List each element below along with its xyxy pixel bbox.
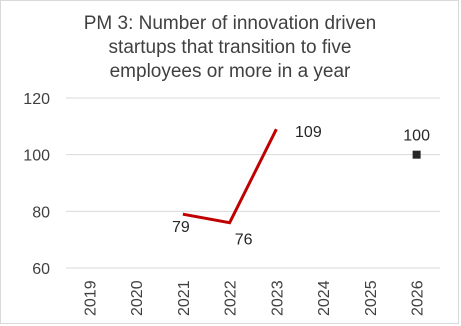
- x-tick-label-2020: 2020: [129, 280, 146, 316]
- y-axis-ticks: 60 80 100 120: [23, 91, 50, 278]
- y-tick-label-100: 100: [23, 148, 50, 165]
- series-group: [182, 128, 421, 225]
- chart-title-line-1: PM 3: Number of innovation driven: [83, 13, 377, 34]
- gridlines: [66, 97, 440, 269]
- x-tick-label-2019: 2019: [82, 280, 99, 316]
- x-axis-ticks: 2019 2020 2021 2022 2023 2024 2025 2026: [82, 280, 426, 316]
- data-label-2023: 109: [295, 124, 322, 141]
- x-tick-label-2022: 2022: [223, 280, 240, 316]
- x-tick-label-2025: 2025: [363, 280, 380, 316]
- chart-title-line-2: startups that transition to five: [108, 37, 352, 58]
- data-label-2022: 76: [235, 232, 253, 249]
- y-tick-label-120: 120: [23, 91, 50, 108]
- series-0-line: [182, 128, 278, 225]
- y-tick-label-60: 60: [32, 261, 50, 278]
- x-tick-label-2023: 2023: [269, 280, 286, 316]
- x-tick-label-2024: 2024: [316, 280, 333, 316]
- chart-title: PM 3: Number of innovation driven startu…: [35, 12, 425, 84]
- data-labels: 79 76 109 100: [172, 124, 430, 249]
- series-1-marker-2026: [412, 150, 421, 159]
- x-tick-label-2021: 2021: [176, 280, 193, 316]
- x-tick-label-2026: 2026: [410, 280, 427, 316]
- data-label-2026: 100: [403, 128, 430, 145]
- data-label-2021: 79: [172, 219, 190, 236]
- chart-title-line-3: employees or more in a year: [109, 61, 351, 82]
- y-tick-label-80: 80: [32, 204, 50, 221]
